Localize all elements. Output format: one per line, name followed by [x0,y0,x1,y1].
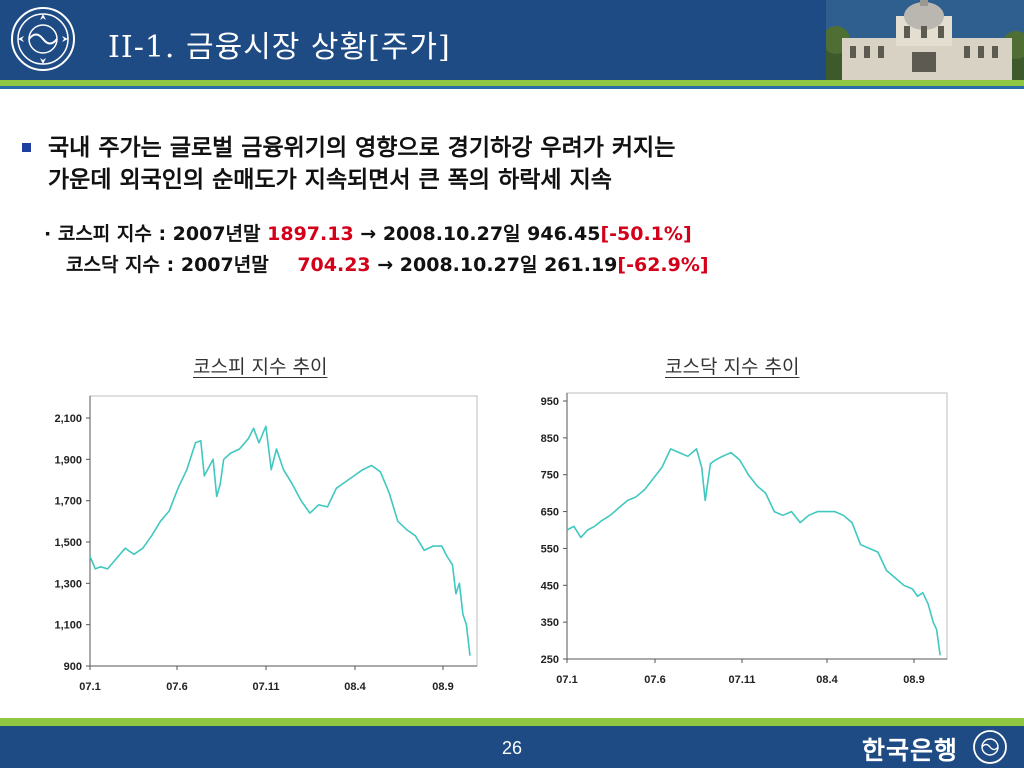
kosdaq-x-tick-label: 08.9 [903,674,924,686]
kosdaq-x-tick-label: 07.11 [729,674,756,686]
bank-name: 한국은행 [862,736,959,765]
footer-bar [0,726,1024,768]
kosdaq-plot-area [566,392,948,660]
kospi-x-tick-label: 07.11 [253,681,280,693]
kosdaq-y-tick-label: 550 [541,543,559,555]
kosdaq-start-value: 704.23 [297,254,371,276]
kosdaq-y-tick-label: 250 [541,654,559,666]
kospi-y-tick-label: 900 [64,661,82,673]
main-statement-line1: 국내 주가는 글로벌 금융위기의 영향으로 경기하강 우려가 커지는 [48,135,676,161]
bank-building-photo [826,0,1024,80]
index-charts: 2,100 1,900 1,700 1,500 1,300 1,100 900 07.1 07.… [54,392,948,693]
bullet-square-icon [22,143,31,152]
kosdaq-prefix: 코스닥 지수 : 2007년말 [66,254,276,276]
kosdaq-x-tick-label: 08.4 [816,674,838,686]
footer-accent-line [0,718,1024,726]
kosdaq-y-tick-label: 350 [541,617,559,629]
kosdaq-end-text: → 2008.10.27일 261.19 [370,254,618,276]
kospi-x-tick-label: 08.9 [432,681,453,693]
page-title: II-1. 금융시장 상황[주가] [108,30,451,65]
kosdaq-y-tick-label: 850 [541,433,559,445]
main-statement: 국내 주가는 글로벌 금융위기의 영향으로 경기하강 우려가 커지는 가운데 외… [48,132,675,196]
kosdaq-series-line [566,448,941,656]
kosdaq-summary: 코스닥 지수 : 2007년말 704.23 → 2008.10.27일 261… [66,250,709,277]
header-divider-line [0,86,1024,89]
kosdaq-x-tick-label: 07.1 [556,674,577,686]
kospi-y-tick-label: 1,700 [54,496,82,508]
kospi-change: [-50.1%] [600,223,692,245]
kospi-prefix: · 코스피 지수 : 2007년말 [44,223,268,245]
kosdaq-y-tick-label: 450 [541,580,559,592]
kospi-start-value: 1897.13 [267,223,354,245]
kospi-end-text: → 2008.10.27일 946.45 [353,223,601,245]
kospi-y-tick-label: 2,100 [54,413,82,425]
kosdaq-y-tick-label: 950 [541,396,559,408]
kospi-plot-area [89,395,478,667]
bank-logo-icon [973,730,1007,764]
kosdaq-chart-title: 코스닥 지수 추이 [665,356,800,378]
header-accent-line [0,80,1024,86]
kospi-chart-title: 코스피 지수 추이 [193,356,328,378]
kosdaq-change: [-62.9%] [617,254,709,276]
page-number: 26 [501,738,523,758]
kospi-y-tick-label: 1,900 [54,454,82,466]
bank-emblem-icon [11,7,75,71]
kospi-x-tick-label: 08.4 [344,681,366,693]
main-statement-line2: 가운데 외국인의 순매도가 지속되면서 큰 폭의 하락세 지속 [48,167,612,193]
kospi-series-line [89,425,471,656]
kosdaq-y-tick-label: 750 [541,470,559,482]
kosdaq-x-tick-label: 07.6 [644,674,665,686]
kosdaq-y-tick-label: 650 [541,507,559,519]
kospi-summary: · 코스피 지수 : 2007년말 1897.13 → 2008.10.27일 … [44,219,692,246]
kospi-y-tick-label: 1,300 [54,578,82,590]
kospi-x-tick-label: 07.1 [79,681,100,693]
kospi-x-tick-label: 07.6 [166,681,187,693]
kospi-y-tick-label: 1,500 [54,537,82,549]
kospi-y-tick-label: 1,100 [54,620,82,632]
